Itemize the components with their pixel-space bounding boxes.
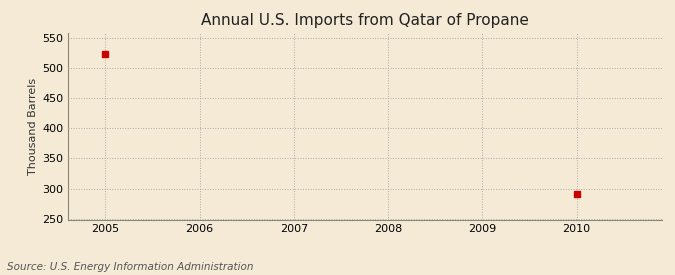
Y-axis label: Thousand Barrels: Thousand Barrels xyxy=(28,78,38,175)
Title: Annual U.S. Imports from Qatar of Propane: Annual U.S. Imports from Qatar of Propan… xyxy=(200,13,529,28)
Text: Source: U.S. Energy Information Administration: Source: U.S. Energy Information Administ… xyxy=(7,262,253,272)
